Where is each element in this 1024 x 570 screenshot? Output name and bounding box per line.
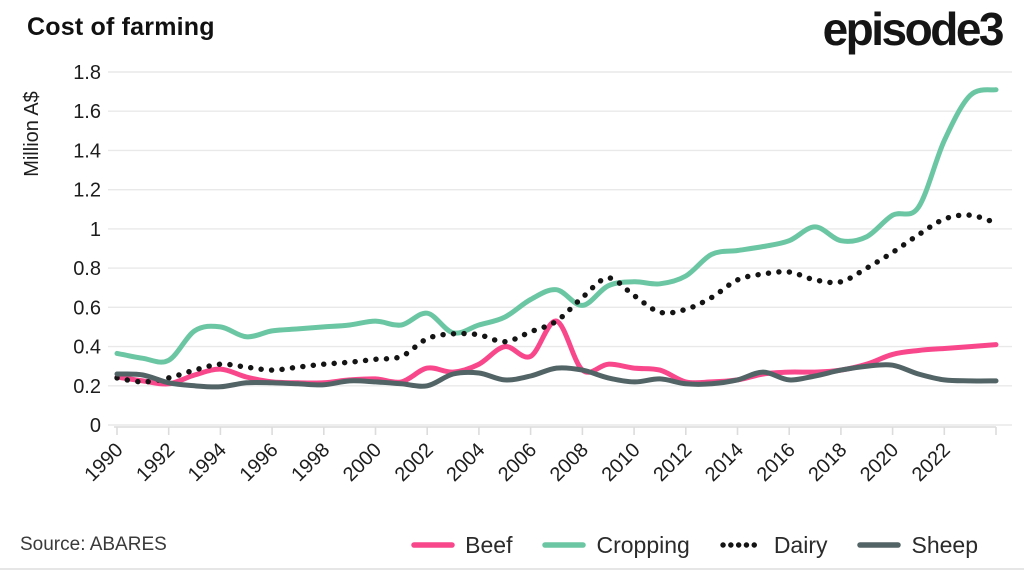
legend-swatch-cropping-icon [542,542,587,548]
svg-text:1990: 1990 [81,439,128,486]
episode3-logo: episode3 [822,3,1005,55]
legend-swatch-sheep-icon [857,542,902,548]
svg-text:2006: 2006 [494,439,541,486]
svg-text:2018: 2018 [804,439,851,486]
svg-text:1: 1 [90,219,101,241]
svg-text:1992: 1992 [132,439,179,486]
svg-text:1994: 1994 [184,439,231,486]
svg-text:2010: 2010 [598,439,645,486]
svg-text:2008: 2008 [546,439,593,486]
cropping-line [114,87,999,365]
legend-item-sheep: Sheep [856,532,978,559]
legend-swatch-beef-icon [411,542,455,548]
dairy-line [114,212,999,385]
svg-text:2016: 2016 [753,439,800,486]
legend-swatch-dairy-icon [720,542,764,548]
svg-text:1998: 1998 [287,439,334,486]
svg-text:2014: 2014 [701,439,748,486]
y-axis-tick-labels: 0 0.2 0.4 0.6 0.8 1 1.2 1.4 1.6 1.8 [73,62,101,437]
legend-label-dairy: Dairy [773,531,828,558]
y-axis-title: Million A$ [21,91,43,177]
legend-label-cropping: Cropping [596,531,690,558]
svg-text:1.2: 1.2 [73,180,101,202]
legend-item-cropping: Cropping [541,531,690,559]
svg-text:0.6: 0.6 [73,297,101,319]
x-axis-tick-labels: 1990 1992 1994 1996 1998 2000 2002 2004 2006 2008… [81,439,955,486]
svg-text:0: 0 [90,415,101,437]
sheep-line [114,362,999,390]
gridlines [108,71,1012,426]
source-note: Source: ABARES [20,534,167,555]
svg-text:2004: 2004 [442,439,489,486]
legend-label-sheep: Sheep [911,531,978,558]
svg-text:1.6: 1.6 [73,101,101,123]
legend-item-dairy: Dairy [719,531,828,559]
svg-text:2022: 2022 [908,439,955,486]
svg-text:2000: 2000 [339,439,386,486]
legend-item-beef: Beef [410,532,512,559]
line-chart: 0 0.2 0.4 0.6 0.8 1 1.2 1.4 1.6 1.8 Million A$ 1990… [21,62,1012,486]
svg-text:0.2: 0.2 [73,376,101,398]
legend-label-beef: Beef [465,531,513,558]
svg-text:2012: 2012 [649,439,696,486]
svg-text:1.8: 1.8 [73,62,101,84]
svg-text:1996: 1996 [236,439,283,486]
beef-line [114,318,999,387]
svg-text:1.4: 1.4 [73,140,101,162]
chart-legend: Beef Cropping Dairy Sheep [410,527,978,563]
x-axis [114,426,997,435]
page-title: Cost of farming [27,13,215,41]
svg-text:2020: 2020 [856,439,903,486]
svg-text:0.4: 0.4 [73,337,101,359]
svg-text:0.8: 0.8 [73,258,101,280]
svg-text:2002: 2002 [391,439,438,486]
